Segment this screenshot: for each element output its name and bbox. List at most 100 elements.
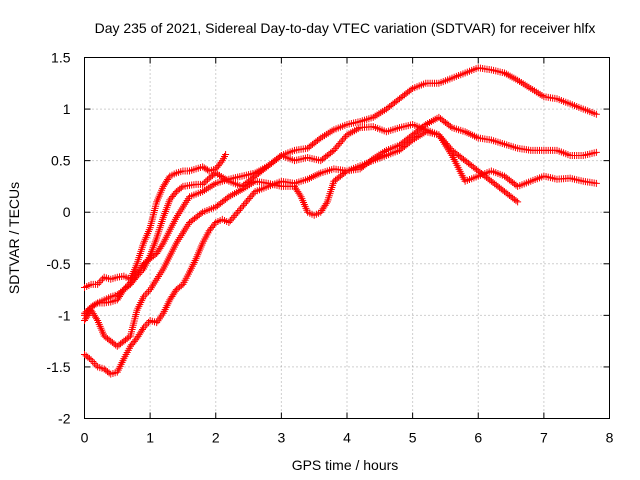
grid-lines xyxy=(84,57,610,419)
data-series xyxy=(81,64,600,378)
data-point-marker xyxy=(99,275,107,283)
x-tick-labels: 0 1 2 3 4 5 6 7 8 xyxy=(81,430,614,446)
y-tick-labels: 1.5 1 0.5 0 -0.5 -1 -1.5 -2 xyxy=(46,50,70,427)
data-point-marker xyxy=(407,86,415,94)
data-point-marker xyxy=(232,210,240,218)
y-tick-label: -0.5 xyxy=(46,256,70,272)
data-point-marker xyxy=(328,148,336,156)
data-point-marker xyxy=(95,279,103,287)
data-point-marker xyxy=(105,369,113,377)
x-tick-label: 1 xyxy=(146,430,154,446)
data-point-marker xyxy=(226,217,234,225)
y-tick-label: 0.5 xyxy=(51,153,71,169)
data-point-marker xyxy=(331,145,339,153)
data-point-marker xyxy=(315,135,323,143)
data-point-marker xyxy=(407,137,415,145)
y-tick-label: -1.5 xyxy=(46,359,70,375)
data-point-marker xyxy=(248,191,256,199)
data-point-marker xyxy=(241,200,249,208)
data-point-marker xyxy=(592,179,600,187)
data-point-marker xyxy=(84,306,92,314)
data-point-marker xyxy=(197,210,205,218)
data-point-marker xyxy=(336,139,344,147)
y-tick-label: -1 xyxy=(58,307,71,323)
data-point-marker xyxy=(138,325,146,333)
data-point-marker xyxy=(144,287,152,295)
data-point-marker xyxy=(217,158,225,166)
series-track-4 xyxy=(81,128,600,350)
data-point-marker xyxy=(200,179,208,187)
data-point-marker xyxy=(92,361,100,369)
data-point-marker xyxy=(81,309,88,317)
chart-title: Day 235 of 2021, Sidereal Day-to-day VTE… xyxy=(95,20,596,36)
data-point-marker xyxy=(337,138,345,146)
data-point-marker xyxy=(322,200,330,208)
data-point-marker xyxy=(223,194,231,202)
data-point-marker xyxy=(228,215,236,223)
data-point-marker xyxy=(250,189,258,197)
x-tick-label: 6 xyxy=(474,430,482,446)
y-tick-label: 0 xyxy=(63,204,71,220)
y-axis-label: SDTVAR / TECUs xyxy=(6,182,22,294)
x-axis-label: GPS time / hours xyxy=(292,457,399,473)
data-point-marker xyxy=(237,205,245,213)
data-point-marker xyxy=(245,194,253,202)
data-point-marker xyxy=(92,300,100,308)
series-track-5 xyxy=(81,64,600,317)
data-point-marker xyxy=(339,136,347,144)
data-point-marker xyxy=(235,206,243,214)
x-tick-label: 4 xyxy=(343,430,351,446)
data-point-marker xyxy=(140,293,148,301)
data-point-marker xyxy=(125,280,133,288)
data-point-marker xyxy=(446,122,454,130)
data-point-marker xyxy=(144,318,152,326)
data-point-marker xyxy=(340,134,348,142)
y-tick-label: 1 xyxy=(63,101,71,117)
data-point-marker xyxy=(333,143,341,151)
x-tick-label: 3 xyxy=(277,430,285,446)
data-point-marker xyxy=(141,291,149,299)
data-point-marker xyxy=(242,198,250,206)
x-tick-label: 8 xyxy=(606,430,614,446)
data-point-marker xyxy=(87,356,95,364)
data-point-marker xyxy=(118,287,126,295)
data-point-marker xyxy=(120,286,128,294)
data-point-marker xyxy=(229,213,237,221)
data-point-marker xyxy=(514,198,522,206)
data-point-marker xyxy=(238,203,246,211)
data-point-marker xyxy=(225,219,233,227)
x-tick-label: 7 xyxy=(540,430,548,446)
data-point-marker xyxy=(204,176,212,184)
x-tick-label: 5 xyxy=(409,430,417,446)
tick-marks xyxy=(84,57,610,419)
data-point-marker xyxy=(334,141,342,149)
data-point-marker xyxy=(93,315,101,323)
data-point-marker xyxy=(85,354,93,362)
data-point-marker xyxy=(171,189,179,197)
data-point-marker xyxy=(158,241,166,249)
data-point-marker xyxy=(143,320,151,328)
data-point-marker xyxy=(123,282,131,290)
data-point-marker xyxy=(97,277,105,285)
data-point-marker xyxy=(202,177,210,185)
data-point-marker xyxy=(141,322,149,330)
series-track-1 xyxy=(81,150,230,292)
data-point-marker xyxy=(177,184,185,192)
data-point-marker xyxy=(296,191,304,199)
data-point-marker xyxy=(90,359,98,367)
data-point-marker xyxy=(143,289,151,297)
data-point-marker xyxy=(89,358,97,366)
data-point-marker xyxy=(231,212,239,220)
data-point-marker xyxy=(592,110,600,118)
data-point-marker xyxy=(234,208,242,216)
data-point-marker xyxy=(244,196,252,204)
data-point-marker xyxy=(122,284,130,292)
x-tick-label: 0 xyxy=(81,430,89,446)
data-point-marker xyxy=(222,150,230,158)
data-point-marker xyxy=(247,193,255,201)
data-point-marker xyxy=(420,122,428,130)
data-point-marker xyxy=(276,153,284,161)
y-tick-label: -2 xyxy=(58,411,71,427)
